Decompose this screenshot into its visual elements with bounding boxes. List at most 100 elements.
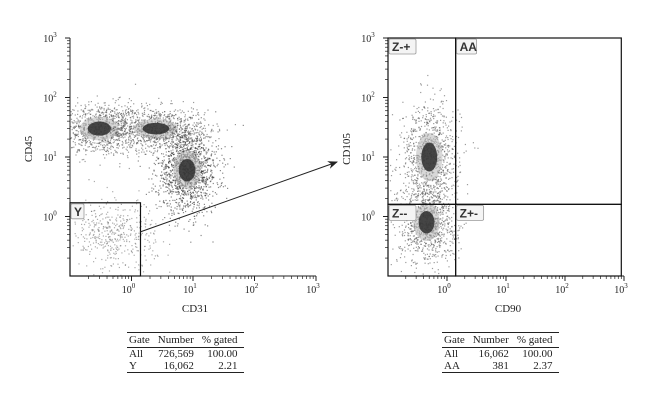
- scatter-point: [203, 157, 206, 159]
- scatter-point: [119, 127, 121, 129]
- scatter-point: [199, 134, 201, 136]
- scatter-point: [124, 105, 126, 107]
- scatter-point: [206, 171, 208, 173]
- scatter-point: [401, 196, 403, 198]
- scatter-point: [118, 138, 120, 140]
- scatter-point: [440, 225, 442, 228]
- scatter-point: [136, 200, 138, 202]
- scatter-point: [415, 168, 418, 170]
- scatter-point: [132, 112, 134, 114]
- scatter-point: [118, 135, 120, 138]
- scatter-point: [408, 155, 410, 157]
- scatter-point: [84, 140, 87, 142]
- scatter-point: [107, 254, 109, 257]
- scatter-point: [163, 156, 165, 158]
- scatter-point: [416, 130, 418, 132]
- scatter-point: [459, 113, 461, 115]
- scatter-point: [429, 197, 431, 199]
- scatter-point: [116, 139, 118, 141]
- scatter-point: [81, 117, 83, 119]
- scatter-point: [123, 125, 125, 127]
- scatter-point: [170, 181, 172, 183]
- scatter-point: [410, 152, 412, 154]
- scatter-point: [429, 121, 431, 123]
- scatter-point: [210, 131, 212, 133]
- scatter-point: [176, 185, 178, 188]
- scatter-point: [177, 189, 179, 191]
- scatter-point: [407, 232, 409, 234]
- scatter-point: [130, 119, 132, 121]
- scatter-point: [171, 159, 173, 161]
- scatter-point: [161, 165, 163, 167]
- scatter-point: [114, 244, 116, 246]
- scatter-point: [127, 215, 129, 217]
- scatter-point: [403, 229, 406, 231]
- scatter-point: [100, 142, 102, 144]
- scatter-point: [126, 234, 128, 236]
- scatter-point: [204, 165, 206, 168]
- scatter-point: [173, 212, 175, 214]
- scatter-point: [80, 144, 82, 146]
- scatter-point: [72, 109, 74, 111]
- scatter-point: [413, 194, 415, 196]
- scatter-point: [410, 265, 412, 267]
- scatter-point: [202, 178, 204, 181]
- scatter-point: [218, 128, 221, 130]
- scatter-point: [108, 131, 110, 133]
- scatter-point: [171, 190, 173, 192]
- scatter-point: [161, 162, 163, 164]
- scatter-point: [153, 117, 155, 119]
- scatter-point: [198, 179, 200, 181]
- scatter-point: [177, 187, 179, 189]
- scatter-point: [414, 271, 416, 274]
- scatter-point: [188, 143, 190, 145]
- scatter-point: [453, 145, 456, 147]
- scatter-point: [92, 115, 94, 117]
- scatter-point: [160, 174, 162, 176]
- scatter-point: [90, 101, 92, 103]
- scatter-point: [175, 139, 177, 141]
- scatter-point: [420, 120, 422, 122]
- scatter-point: [195, 187, 197, 189]
- scatter-point: [186, 140, 188, 142]
- scatter-point: [172, 159, 174, 161]
- scatter-point: [405, 190, 407, 192]
- scatter-point: [168, 213, 170, 215]
- scatter-point: [82, 139, 84, 141]
- scatter-point: [101, 198, 103, 200]
- scatter-point: [122, 120, 124, 122]
- scatter-point: [155, 241, 157, 243]
- scatter-point: [104, 145, 107, 147]
- scatter-point: [168, 166, 170, 168]
- scatter-point: [428, 193, 431, 195]
- gate-label-group: Y: [70, 203, 85, 220]
- scatter-point: [420, 125, 423, 128]
- scatter-point: [86, 238, 88, 240]
- scatter-point: [109, 141, 111, 144]
- scatter-point: [115, 135, 117, 137]
- scatter-point: [428, 189, 430, 191]
- scatter-point: [110, 265, 112, 267]
- scatter-point: [77, 149, 79, 151]
- scatter-point: [155, 133, 158, 135]
- scatter-point: [436, 122, 438, 124]
- scatter-point: [440, 239, 442, 241]
- scatter-point: [124, 264, 127, 266]
- scatter-point: [120, 124, 122, 127]
- scatter-point: [185, 134, 187, 136]
- scatter-point: [211, 145, 213, 147]
- scatter-point: [425, 116, 427, 118]
- scatter-point: [145, 153, 147, 155]
- scatter-point: [163, 169, 165, 171]
- scatter-point: [101, 140, 103, 142]
- scatter-point: [148, 115, 151, 118]
- scatter-point: [170, 142, 172, 144]
- scatter-point: [148, 146, 150, 148]
- scatter-point: [128, 133, 130, 135]
- scatter-point: [419, 186, 421, 188]
- scatter-point: [108, 270, 111, 272]
- scatter-point: [199, 140, 201, 142]
- scatter-point: [193, 224, 195, 226]
- scatter-point: [402, 197, 404, 199]
- scatter-point: [411, 180, 413, 182]
